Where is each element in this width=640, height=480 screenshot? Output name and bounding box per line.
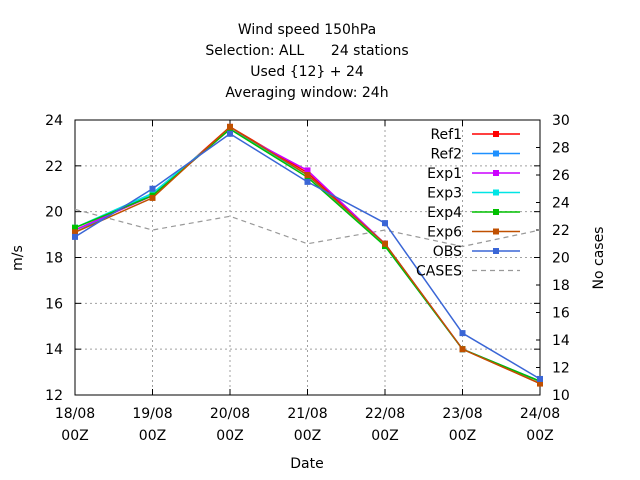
title-line: Averaging window: 24h <box>225 85 388 101</box>
x-tick-label-time: 00Z <box>61 428 88 444</box>
y-tick-label: 18 <box>45 251 63 267</box>
x-tick-label-time: 00Z <box>216 428 243 444</box>
y-axis-label: m/s <box>10 245 26 271</box>
grid-lines <box>75 120 540 395</box>
x-tick-label-date: 18/08 <box>55 406 95 422</box>
legend-label: Exp1 <box>427 166 462 182</box>
legend-label: OBS <box>433 244 462 260</box>
legend-swatch-marker <box>493 248 499 254</box>
legend-label: Ref2 <box>430 147 462 163</box>
chart-title: Wind speed 150hPa Selection: ALL 24 stati… <box>205 22 408 101</box>
legend-swatch-marker <box>493 150 499 157</box>
y-tick-label: 12 <box>45 388 63 404</box>
series-exp6 <box>72 123 543 387</box>
y2-tick-label: 14 <box>552 333 570 349</box>
x-tick-label-time: 00Z <box>371 428 398 444</box>
data-point <box>72 233 78 240</box>
data-point <box>227 123 233 130</box>
legend-label: Ref1 <box>430 127 462 143</box>
data-point <box>149 185 156 192</box>
legend: Ref1 Ref2 Exp1 Exp3 Exp4 Exp6 OBS CASES <box>416 127 520 280</box>
data-point <box>304 178 311 185</box>
legend-swatch-marker <box>493 170 499 176</box>
data-point <box>72 224 78 231</box>
legend-swatch-marker <box>493 131 499 137</box>
x-tick-label-date: 20/08 <box>210 406 250 422</box>
data-point <box>227 130 233 137</box>
y2-tick-label: 20 <box>552 251 570 267</box>
x-tick-label-date: 19/08 <box>132 406 172 422</box>
y2-tick-label: 18 <box>552 278 570 294</box>
y2-axis-ticks: 10 12 14 16 18 20 22 24 26 28 30 <box>536 113 570 404</box>
y2-tick-label: 28 <box>552 141 570 157</box>
y2-axis-label: No cases <box>591 227 607 290</box>
x-tick-label-time: 00Z <box>139 428 166 444</box>
legend-label: Exp3 <box>427 186 462 202</box>
y2-tick-label: 26 <box>552 168 570 184</box>
data-point <box>149 194 156 201</box>
cases-line <box>74 208 541 248</box>
data-point <box>72 229 78 236</box>
legend-label: CASES <box>416 264 462 280</box>
x-tick-label-date: 24/08 <box>520 406 560 422</box>
data-point <box>537 375 543 382</box>
x-tick-label-date: 22/08 <box>365 406 405 422</box>
data-point <box>382 220 388 227</box>
y2-tick-label: 24 <box>552 196 570 212</box>
data-point <box>304 167 311 174</box>
x-axis-label: Date <box>290 456 323 472</box>
y-tick-label: 20 <box>45 205 63 221</box>
y-tick-label: 14 <box>45 342 63 358</box>
y2-tick-label: 30 <box>552 113 570 129</box>
y-axis-ticks: 12 14 16 18 20 22 24 <box>45 113 540 404</box>
y-tick-label: 22 <box>45 159 63 175</box>
data-point <box>537 380 543 387</box>
data-point <box>382 240 388 247</box>
y-tick-label: 24 <box>45 113 63 129</box>
title-line: Used {12} + 24 <box>250 64 364 80</box>
cases-series <box>74 208 541 248</box>
data-series <box>72 123 543 387</box>
legend-swatch-marker <box>493 228 499 235</box>
title-line: Selection: ALL 24 stations <box>205 43 408 59</box>
data-point <box>459 346 466 353</box>
x-tick-label-time: 00Z <box>449 428 476 444</box>
x-tick-label-time: 00Z <box>526 428 553 444</box>
x-tick-label-date: 21/08 <box>287 406 327 422</box>
legend-label: Exp6 <box>427 225 462 241</box>
data-point <box>304 172 311 178</box>
x-tick-label-date: 23/08 <box>442 406 482 422</box>
data-point <box>459 330 466 337</box>
x-axis-ticks: 18/08 00Z 19/08 00Z 20/08 00Z 21/08 00Z 22/08 00Z… <box>55 120 560 444</box>
y2-tick-label: 22 <box>552 223 570 239</box>
y2-tick-label: 12 <box>552 361 570 377</box>
legend-label: Exp4 <box>427 205 462 221</box>
legend-swatch-marker <box>493 209 499 215</box>
y2-tick-label: 10 <box>552 388 570 404</box>
title-line: Wind speed 150hPa <box>238 22 376 38</box>
legend-swatch-marker <box>493 189 499 196</box>
y2-tick-label: 16 <box>552 306 570 322</box>
y-tick-label: 16 <box>45 296 63 312</box>
x-tick-label-time: 00Z <box>294 428 321 444</box>
series-obs <box>72 130 543 382</box>
